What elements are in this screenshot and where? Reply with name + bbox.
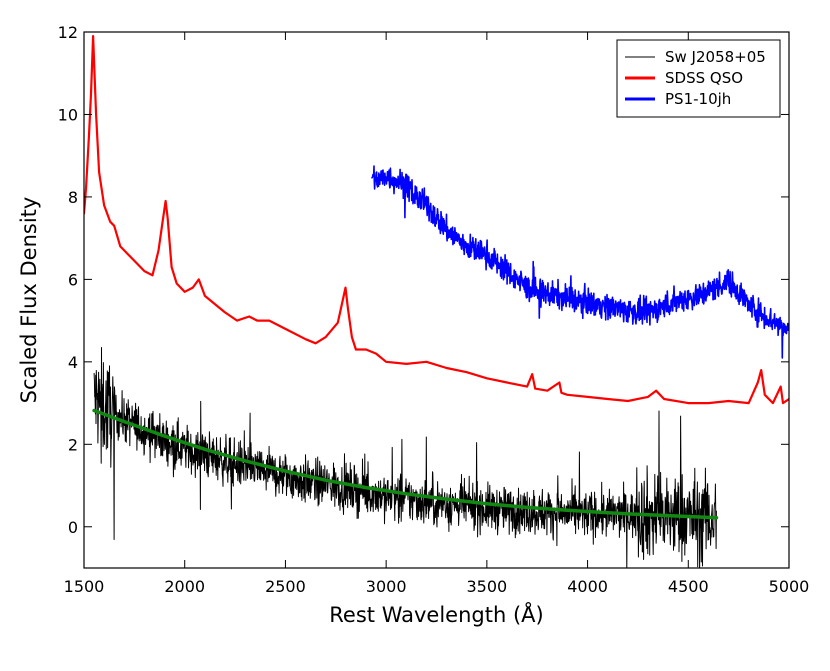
legend-label-sw-j2058-05: Sw J2058+05 (665, 48, 766, 66)
x-tick-label: 3000 (366, 577, 407, 596)
y-tick-label: 8 (68, 188, 78, 207)
x-tick-label: 4000 (567, 577, 608, 596)
legend-label-sdss-qso: SDSS QSO (665, 69, 743, 87)
y-axis-title: Scaled Flux Density (17, 197, 41, 404)
x-tick-label: 4500 (668, 577, 709, 596)
plot-frame (83, 31, 790, 569)
y-tick-label: 6 (68, 270, 78, 289)
x-tick-label: 1500 (64, 577, 105, 596)
x-tick-label: 2000 (164, 577, 205, 596)
legend: Sw J2058+05 SDSS QSO PS1-10jh (616, 39, 781, 118)
y-tick-label: 10 (58, 105, 78, 124)
legend-label-ps1-10jh: PS1-10jh (665, 90, 731, 108)
series-line-sdss-qso (84, 35, 789, 405)
x-tick-label: 5000 (769, 577, 810, 596)
x-tick-label: 2500 (265, 577, 306, 596)
x-tick-label: 3500 (466, 577, 507, 596)
y-tick-label: 0 (68, 518, 78, 537)
series-line-model-fit (92, 408, 719, 520)
y-tick-label: 2 (68, 435, 78, 454)
x-axis-title: Rest Wavelength (Å) (329, 601, 543, 627)
series-line-ps1-10jh (371, 165, 789, 359)
ticks-layer: 1500 2000 2500 3000 3500 4000 4500 5000 0 2 4 6 8 10 1… (58, 23, 810, 596)
y-tick-label: 12 (58, 23, 78, 42)
series-layer (84, 35, 789, 568)
y-tick-label: 4 (68, 353, 78, 372)
